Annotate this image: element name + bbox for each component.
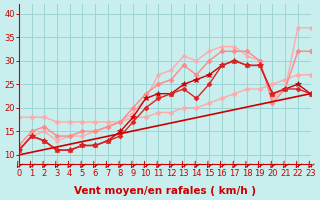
X-axis label: Vent moyen/en rafales ( km/h ): Vent moyen/en rafales ( km/h ) [74, 186, 256, 196]
